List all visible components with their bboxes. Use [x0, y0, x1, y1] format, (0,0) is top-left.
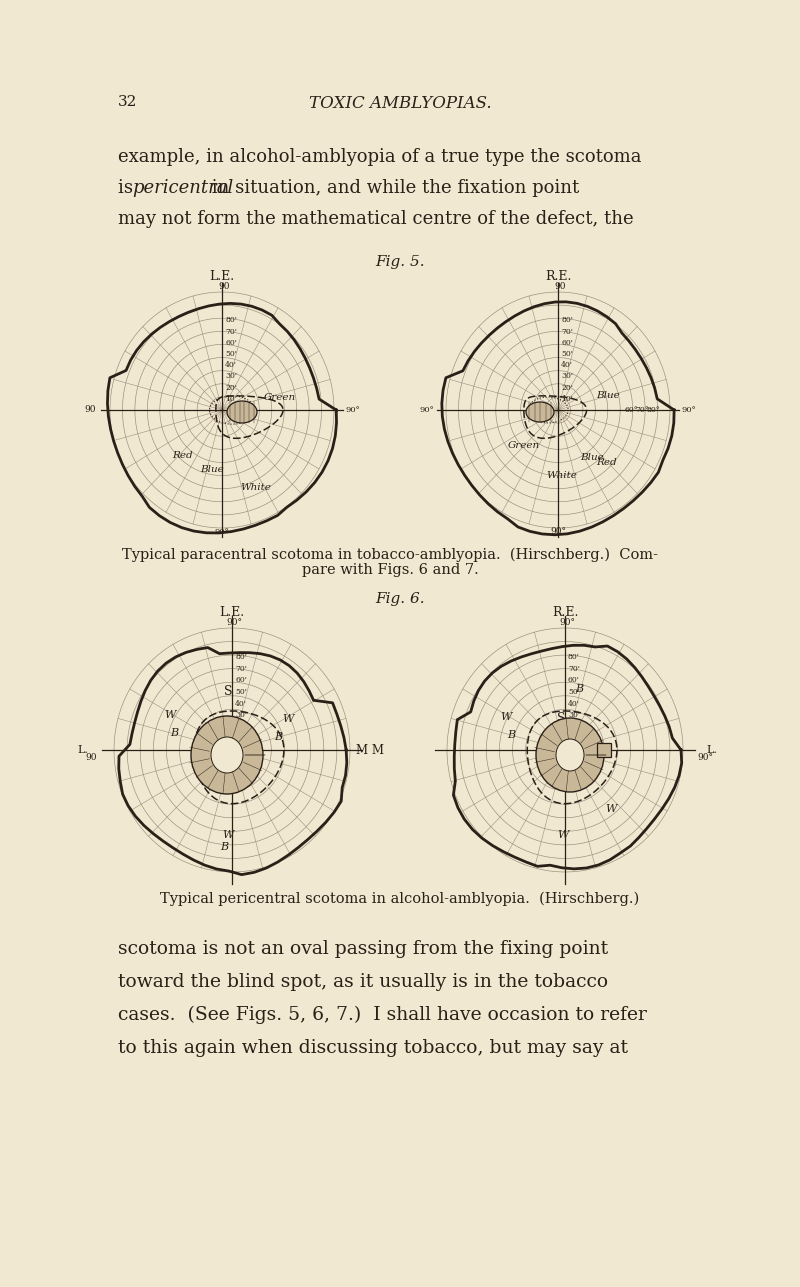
Text: 70': 70'	[225, 327, 237, 336]
Text: 40': 40'	[568, 700, 580, 708]
Text: Green: Green	[264, 393, 296, 402]
Text: 80': 80'	[568, 654, 580, 662]
Text: 60': 60'	[225, 338, 237, 346]
Text: may not form the mathematical centre of the defect, the: may not form the mathematical centre of …	[118, 210, 634, 228]
Text: White: White	[240, 483, 271, 492]
Ellipse shape	[191, 716, 263, 794]
Text: 90°: 90°	[698, 753, 714, 762]
Text: TOXIC AMBLYOPIAS.: TOXIC AMBLYOPIAS.	[309, 95, 491, 112]
Text: 90°: 90°	[346, 405, 361, 414]
Text: 20': 20'	[561, 384, 573, 391]
Text: R.E.: R.E.	[552, 606, 578, 619]
Text: White: White	[546, 471, 577, 480]
Text: W: W	[605, 804, 616, 813]
Ellipse shape	[536, 718, 604, 792]
Text: 30': 30'	[225, 372, 237, 381]
Text: pericentral: pericentral	[132, 179, 234, 197]
Text: B: B	[170, 728, 178, 737]
Text: W: W	[557, 830, 568, 840]
Text: 90°: 90°	[682, 405, 697, 414]
Text: Typical pericentral scotoma in alcohol-amblyopia.  (Hirschberg.): Typical pericentral scotoma in alcohol-a…	[160, 892, 640, 906]
Text: W: W	[222, 830, 234, 840]
Text: B: B	[575, 683, 583, 694]
Text: R.E.: R.E.	[545, 270, 571, 283]
Text: Blue: Blue	[200, 465, 224, 474]
Text: cases.  (See Figs. 5, 6, 7.)  I shall have occasion to refer: cases. (See Figs. 5, 6, 7.) I shall have…	[118, 1006, 647, 1024]
Text: M M: M M	[356, 744, 384, 757]
Ellipse shape	[227, 402, 257, 423]
Text: 80°: 80°	[646, 405, 660, 414]
Text: 90°: 90°	[214, 528, 230, 535]
Text: 70': 70'	[235, 665, 247, 673]
Text: 90: 90	[86, 753, 97, 762]
Text: 70°: 70°	[635, 405, 649, 414]
Text: 50': 50'	[568, 689, 580, 696]
Text: L.: L.	[707, 745, 718, 755]
Text: L.E.: L.E.	[219, 606, 245, 619]
Text: 40': 40'	[225, 362, 237, 369]
Text: 40': 40'	[561, 362, 573, 369]
Text: 30': 30'	[561, 372, 573, 381]
Text: 10': 10'	[235, 735, 247, 743]
Text: 40': 40'	[235, 700, 247, 708]
Text: Blue: Blue	[596, 391, 620, 400]
Text: S: S	[224, 685, 233, 698]
Text: 60': 60'	[568, 677, 580, 685]
Text: W: W	[282, 714, 294, 725]
Text: Fig. 5.: Fig. 5.	[375, 255, 425, 269]
Text: L.E.: L.E.	[210, 270, 234, 283]
Text: is: is	[118, 179, 138, 197]
Text: pare with Figs. 6 and 7.: pare with Figs. 6 and 7.	[302, 562, 478, 577]
Ellipse shape	[526, 402, 554, 422]
Text: 30': 30'	[235, 712, 247, 719]
Text: 20': 20'	[568, 723, 580, 731]
Text: 80': 80'	[225, 317, 237, 324]
Text: S: S	[557, 712, 566, 725]
Text: L.: L.	[78, 745, 88, 755]
Text: 20': 20'	[225, 384, 237, 391]
Text: Red: Red	[596, 458, 617, 467]
Text: 50': 50'	[561, 350, 573, 358]
Text: 10': 10'	[568, 735, 580, 743]
Text: example, in alcohol-amblyopia of a true type the scotoma: example, in alcohol-amblyopia of a true …	[118, 148, 642, 166]
Text: 60': 60'	[561, 338, 573, 346]
Text: 10': 10'	[225, 395, 237, 403]
Text: W: W	[500, 712, 511, 722]
Text: 10': 10'	[561, 395, 573, 403]
Text: Typical paracentral scotoma in tobacco-amblyopia.  (Hirschberg.)  Com-: Typical paracentral scotoma in tobacco-a…	[122, 548, 658, 562]
Text: B: B	[274, 732, 282, 743]
Text: 90°: 90°	[419, 405, 434, 414]
Text: 90: 90	[85, 405, 96, 414]
Text: to this again when discussing tobacco, but may say at: to this again when discussing tobacco, b…	[118, 1039, 628, 1057]
Text: W: W	[164, 710, 175, 719]
Text: 90°: 90°	[550, 526, 566, 535]
Text: 60': 60'	[235, 677, 247, 685]
Text: 80': 80'	[235, 654, 247, 662]
Text: 70': 70'	[568, 665, 580, 673]
Text: toward the blind spot, as it usually is in the tobacco: toward the blind spot, as it usually is …	[118, 973, 608, 991]
Text: 70': 70'	[561, 327, 573, 336]
Text: B: B	[220, 842, 228, 852]
Text: B: B	[507, 730, 515, 740]
Text: Red: Red	[172, 450, 193, 459]
Text: 90: 90	[554, 282, 566, 291]
Text: 50': 50'	[235, 689, 247, 696]
Ellipse shape	[556, 739, 584, 771]
Text: scotoma is not an oval passing from the fixing point: scotoma is not an oval passing from the …	[118, 940, 608, 958]
Text: Blue: Blue	[580, 453, 604, 462]
Text: 90°: 90°	[226, 618, 242, 627]
Text: 30': 30'	[568, 712, 580, 719]
Text: 60°: 60°	[625, 405, 638, 414]
Text: 80': 80'	[561, 317, 573, 324]
Text: in situation, and while the fixation point: in situation, and while the fixation poi…	[206, 179, 579, 197]
Ellipse shape	[211, 737, 243, 773]
Text: 90: 90	[218, 282, 230, 291]
Text: 50': 50'	[225, 350, 237, 358]
Text: 32: 32	[118, 95, 138, 109]
Text: 20': 20'	[235, 723, 247, 731]
Text: 90°: 90°	[559, 618, 575, 627]
FancyBboxPatch shape	[597, 743, 611, 757]
Text: Green: Green	[508, 441, 540, 450]
Text: Fig. 6.: Fig. 6.	[375, 592, 425, 606]
